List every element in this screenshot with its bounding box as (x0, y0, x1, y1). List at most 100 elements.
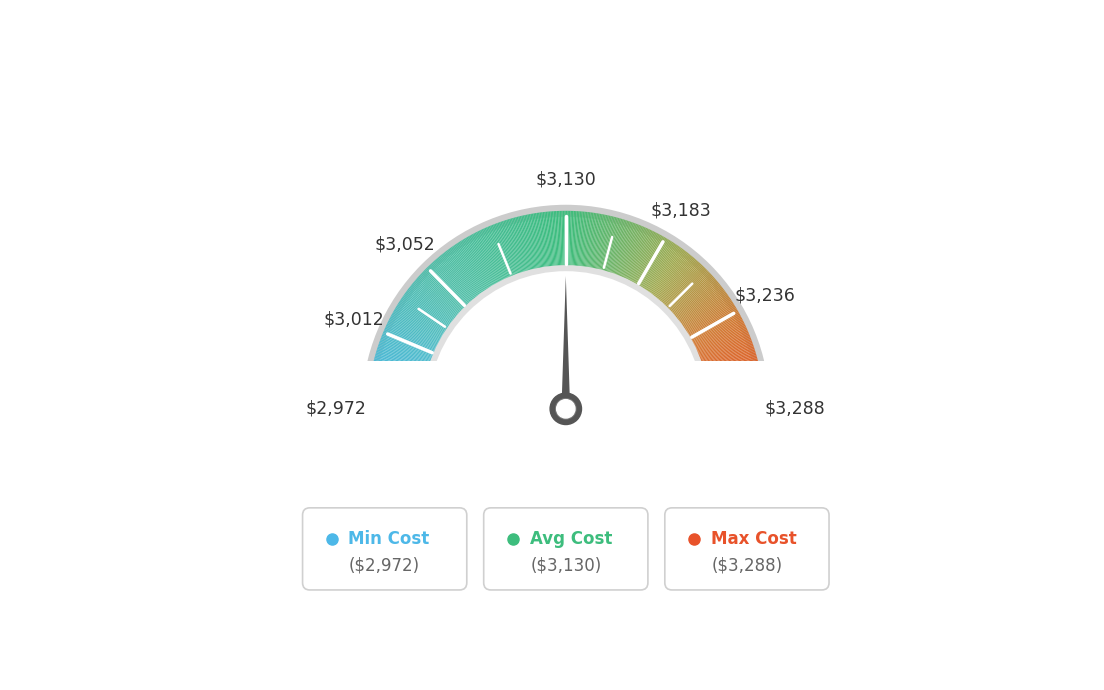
Wedge shape (549, 211, 555, 269)
Wedge shape (540, 213, 549, 270)
Wedge shape (393, 310, 444, 340)
Wedge shape (491, 225, 514, 279)
Wedge shape (666, 270, 708, 311)
Wedge shape (680, 294, 728, 328)
Wedge shape (424, 270, 466, 311)
Wedge shape (368, 406, 426, 408)
Wedge shape (670, 277, 714, 316)
Wedge shape (704, 381, 762, 390)
Wedge shape (378, 346, 433, 366)
Wedge shape (368, 404, 426, 406)
Wedge shape (684, 303, 734, 335)
Wedge shape (389, 319, 440, 346)
Wedge shape (470, 235, 499, 286)
Wedge shape (683, 302, 733, 334)
Wedge shape (558, 211, 562, 269)
Wedge shape (404, 294, 452, 328)
Wedge shape (403, 295, 452, 329)
Wedge shape (626, 230, 652, 283)
Wedge shape (446, 250, 481, 297)
Wedge shape (625, 229, 650, 282)
Text: Avg Cost: Avg Cost (530, 530, 612, 549)
Wedge shape (496, 223, 518, 278)
Text: Max Cost: Max Cost (711, 530, 796, 549)
Wedge shape (611, 221, 630, 276)
Wedge shape (432, 262, 471, 306)
Wedge shape (704, 382, 762, 391)
Wedge shape (553, 211, 559, 269)
Wedge shape (463, 239, 493, 289)
Wedge shape (524, 215, 538, 272)
Wedge shape (646, 247, 681, 295)
Wedge shape (641, 242, 675, 292)
Wedge shape (528, 215, 540, 271)
Wedge shape (705, 407, 764, 408)
Wedge shape (406, 290, 454, 326)
Wedge shape (696, 336, 751, 358)
Wedge shape (609, 221, 628, 276)
Wedge shape (369, 390, 426, 397)
Wedge shape (668, 273, 711, 314)
Wedge shape (604, 218, 622, 275)
Wedge shape (667, 272, 710, 313)
Wedge shape (384, 328, 437, 353)
Wedge shape (618, 225, 641, 279)
Wedge shape (414, 280, 459, 319)
Wedge shape (369, 387, 426, 395)
Wedge shape (370, 381, 427, 390)
Wedge shape (497, 222, 519, 277)
Wedge shape (701, 358, 757, 374)
Wedge shape (408, 288, 455, 324)
Wedge shape (648, 248, 683, 296)
Wedge shape (534, 213, 545, 270)
Wedge shape (690, 317, 742, 345)
Wedge shape (469, 235, 498, 286)
Wedge shape (442, 253, 479, 299)
Wedge shape (423, 271, 465, 312)
Wedge shape (693, 327, 747, 352)
Wedge shape (593, 215, 606, 272)
Wedge shape (370, 382, 427, 391)
Wedge shape (646, 246, 680, 294)
Wedge shape (510, 218, 528, 275)
Wedge shape (692, 324, 745, 351)
Wedge shape (640, 241, 673, 291)
Wedge shape (368, 396, 426, 401)
Wedge shape (505, 220, 523, 275)
Wedge shape (537, 213, 546, 270)
Wedge shape (606, 219, 624, 275)
Wedge shape (607, 219, 626, 275)
Wedge shape (439, 255, 477, 301)
Wedge shape (702, 363, 758, 377)
Wedge shape (371, 375, 428, 386)
Wedge shape (374, 355, 431, 372)
Wedge shape (532, 213, 543, 271)
Wedge shape (390, 317, 442, 345)
Wedge shape (691, 322, 744, 348)
Wedge shape (580, 212, 587, 270)
Wedge shape (630, 233, 658, 285)
Wedge shape (447, 250, 482, 297)
Wedge shape (378, 345, 433, 364)
Wedge shape (704, 384, 763, 393)
Wedge shape (428, 266, 469, 308)
Text: ($3,288): ($3,288) (711, 557, 783, 575)
Wedge shape (480, 230, 506, 283)
Wedge shape (660, 262, 700, 306)
Wedge shape (369, 393, 426, 399)
Wedge shape (664, 266, 704, 309)
FancyBboxPatch shape (302, 508, 467, 590)
Wedge shape (689, 315, 741, 344)
Wedge shape (417, 277, 461, 316)
Wedge shape (450, 247, 486, 295)
Wedge shape (659, 262, 699, 305)
Wedge shape (671, 279, 716, 318)
Wedge shape (585, 213, 595, 270)
Wedge shape (490, 225, 513, 279)
Wedge shape (373, 359, 431, 375)
Wedge shape (596, 215, 611, 273)
Circle shape (555, 399, 576, 419)
Wedge shape (375, 352, 432, 370)
Wedge shape (416, 278, 460, 317)
Wedge shape (699, 349, 755, 368)
